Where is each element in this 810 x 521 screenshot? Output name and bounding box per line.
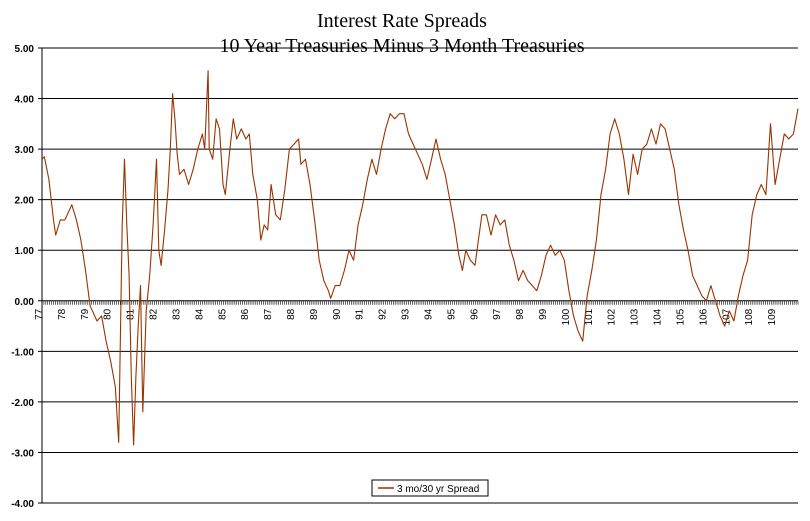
x-tick-label: 82 (149, 308, 160, 320)
x-tick-label: 103 (630, 308, 641, 325)
chart-subtitle: 10 Year Treasuries Minus 3 Month Treasur… (219, 35, 584, 57)
x-tick-label: 98 (515, 308, 526, 320)
x-tick-label: 96 (469, 308, 480, 320)
y-tick-label: 0.00 (15, 297, 35, 308)
y-tick-label: 2.00 (15, 196, 35, 207)
x-tick-label: 84 (194, 308, 205, 320)
y-tick-label: -2.00 (11, 398, 34, 409)
x-tick-label: 87 (263, 308, 274, 320)
x-axis: 77 78 79 80 81 82 83 84 85 86 87 88 89 90 91 92 93 94 95 96… (34, 300, 799, 325)
gridlines (42, 47, 798, 504)
x-tick-label: 80 (103, 308, 114, 320)
x-tick-label: 94 (423, 308, 434, 320)
x-tick-label: 108 (744, 308, 755, 325)
x-tick-label: 79 (80, 308, 91, 320)
x-tick-label: 93 (401, 308, 412, 320)
x-tick-label: 99 (538, 308, 549, 320)
x-tick-label: 85 (217, 308, 228, 320)
x-tick-label: 83 (171, 308, 182, 320)
x-tick-label: 104 (653, 308, 664, 325)
y-tick-label: -4.00 (11, 499, 34, 510)
x-tick-label: 102 (607, 308, 618, 325)
legend-box (371, 479, 489, 497)
x-tick-label: 100 (561, 308, 572, 325)
y-tick-label: 4.00 (15, 95, 35, 106)
y-tick-label: -1.00 (11, 347, 34, 358)
x-tick-label: 81 (126, 308, 137, 320)
chart-title: Interest Rate Spreads (317, 10, 487, 32)
x-tick-label: 107 (721, 308, 732, 325)
series-layer (41, 70, 799, 446)
y-axis: 5.00 4.00 3.00 2.00 1.00 0.00 -1.00 -2.00 -3.00 -… (11, 44, 43, 510)
x-tick-label: 77 (34, 308, 45, 320)
x-tick-label: 90 (332, 308, 343, 320)
legend: 3 mo/30 yr Spread (371, 479, 489, 497)
y-tick-label: 1.00 (15, 246, 35, 257)
x-tick-label: 106 (698, 308, 709, 325)
x-tick-label: 109 (767, 308, 778, 325)
x-tick-label: 101 (584, 308, 595, 325)
x-tick-label: 97 (492, 308, 503, 320)
legend-label: 3 mo/30 yr Spread (397, 484, 479, 495)
series-line (41, 70, 799, 446)
x-tick-label: 95 (446, 308, 457, 320)
y-tick-label: 3.00 (15, 145, 35, 156)
x-tick-label: 78 (57, 308, 68, 320)
x-tick-label: 105 (675, 308, 686, 325)
x-tick-label: 92 (378, 308, 389, 320)
y-tick-label: -3.00 (11, 448, 34, 459)
x-tick-label: 88 (286, 308, 297, 320)
x-tick-label: 86 (240, 308, 251, 320)
y-tick-label: 5.00 (15, 44, 35, 55)
x-tick-label: 89 (309, 308, 320, 320)
x-tick-label: 91 (355, 308, 366, 320)
